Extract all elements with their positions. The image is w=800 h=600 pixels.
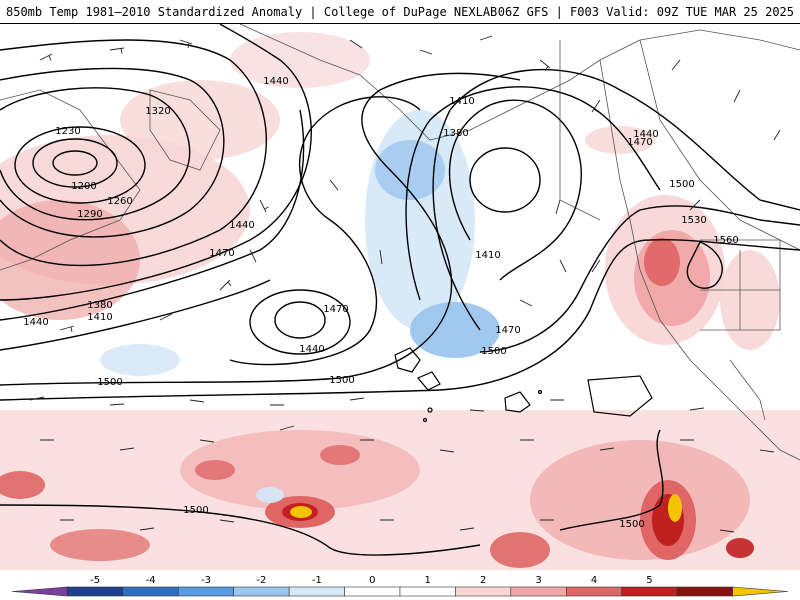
colorbar-segment (67, 586, 124, 597)
coastlines (0, 24, 800, 461)
colorbar-segment (122, 586, 179, 597)
contour-label: 1470 (495, 325, 520, 336)
colorbar-tick-labels: -5 -4 -3 -2 -1 0 1 2 3 4 5 (90, 575, 652, 586)
colorbar-segment (565, 586, 623, 597)
wind-barbs (29, 35, 781, 533)
colorbar-tick-label: 3 (535, 575, 541, 586)
contour-label: 1500 (97, 377, 122, 388)
contour-label: 1380 (443, 128, 468, 139)
colorbar-segment (732, 586, 789, 597)
map-canvas: 1200 1230 1260 1290 1320 1380 1410 1440 … (0, 24, 800, 570)
colorbar-tick-label: 4 (591, 575, 597, 586)
contour-label: 1200 (71, 181, 96, 192)
colorbar-segment (621, 586, 678, 597)
contour-label: 1410 (449, 96, 474, 107)
colorbar-segment (344, 586, 401, 597)
contour-label: 1440 (263, 76, 288, 87)
colorbar-tick-label: 5 (646, 575, 652, 586)
colorbar-segment (399, 586, 456, 597)
anomaly-shading (0, 32, 800, 570)
contour-label: 1470 (323, 304, 348, 315)
contour-label: 1290 (77, 209, 102, 220)
contour-label: 1500 (619, 519, 644, 530)
contour-labels: 1200 1230 1260 1290 1320 1380 1410 1440 … (23, 76, 738, 530)
colorbar-segments (11, 586, 789, 597)
hawaiian-islands (394, 347, 653, 423)
colorbar-tick-label: -4 (146, 575, 156, 586)
contour-label: 1500 (183, 505, 208, 516)
colorbar-tick-label: -1 (312, 575, 322, 586)
colorbar-tick-label: -5 (90, 575, 100, 586)
colorbar-segment (510, 586, 567, 597)
height-contours (0, 24, 800, 556)
colorbar-segment (233, 586, 290, 597)
contour-label: 1230 (55, 126, 80, 137)
contour-label: 1410 (87, 312, 112, 323)
contour-label: 1500 (329, 375, 354, 386)
map-header: 850mb Temp 1981–2010 Standardized Anomal… (0, 0, 800, 24)
colorbar-tick-label: -3 (201, 575, 211, 586)
contour-label: 1440 (229, 220, 254, 231)
colorbar-tick-label: -2 (256, 575, 266, 586)
contour-label: 1440 (23, 317, 48, 328)
colorbar-segment (11, 586, 68, 597)
colorbar-tick-label: 0 (369, 575, 375, 586)
contour-label: 1320 (145, 106, 170, 117)
contour-label: 1440 (299, 344, 324, 355)
contour-label: 1500 (481, 346, 506, 357)
colorbar-segment (676, 586, 733, 597)
colorbar-segment (288, 586, 345, 597)
contour-label: 1440 (633, 129, 658, 140)
contour-label: 1260 (107, 196, 132, 207)
contour-label: 1530 (681, 215, 706, 226)
colorbar-segment (455, 586, 512, 597)
map-title: 850mb Temp 1981–2010 Standardized Anomal… (6, 5, 498, 19)
contour-label: 1470 (209, 248, 234, 259)
colorbar-tick-label: 1 (425, 575, 431, 586)
contour-label: 1500 (669, 179, 694, 190)
contour-label: 1470 (627, 137, 652, 148)
colorbar-segment (177, 586, 235, 597)
contour-label: 1560 (713, 235, 738, 246)
contour-label: 1380 (87, 300, 112, 311)
contour-label: 1410 (475, 250, 500, 261)
colorbar-tick-label: 2 (480, 575, 486, 586)
colorbar: -5 -4 -3 -2 -1 0 1 2 3 4 5 (0, 570, 800, 600)
model-run-info: 06Z GFS | F003 Valid: 09Z TUE MAR 25 202… (497, 5, 794, 19)
